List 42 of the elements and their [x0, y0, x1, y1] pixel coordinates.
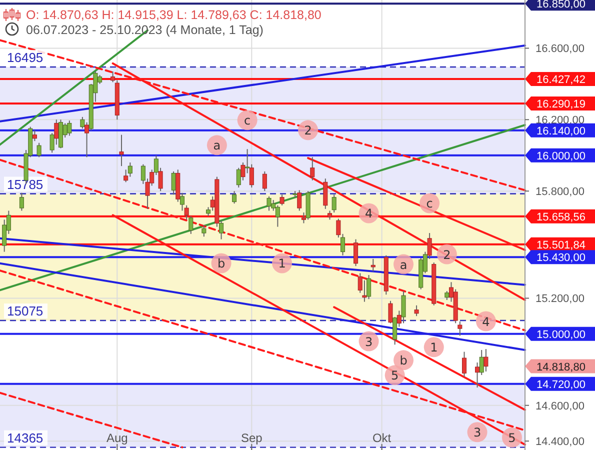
- x-tick-label: Okt: [372, 431, 392, 445]
- annotation: 5: [508, 431, 516, 445]
- annotation: a: [400, 258, 408, 272]
- y-tick-label: 14.400,00: [536, 436, 584, 448]
- ref-line-label: 16.140,00: [536, 125, 586, 138]
- ref-line-label: 14365: [7, 430, 44, 446]
- annotation: 4: [482, 314, 490, 329]
- y-tick-label: 15.200,00: [536, 293, 584, 306]
- annotation: b: [400, 354, 408, 368]
- ref-line-label: 15.000,00: [536, 328, 586, 341]
- y-tick-label: 14.600,00: [536, 400, 584, 412]
- annotation: 1: [430, 340, 438, 355]
- text: 06.07.2023 - 25.10.2023 (4 Monate, 1 Tag): [26, 23, 264, 37]
- annotation: 1: [278, 256, 286, 271]
- ref-line-label: 16495: [7, 50, 44, 65]
- annotation: 4: [364, 206, 373, 221]
- annotation: 5: [391, 368, 399, 383]
- y-tick-label: 15.800,00: [536, 186, 584, 198]
- ref-line-label: 16.290,19: [536, 98, 586, 111]
- annotation: c: [426, 196, 433, 211]
- annotation: b: [217, 256, 226, 271]
- y-tick-label: 16.600,00: [536, 43, 584, 56]
- text: O: 14.870,63 H: 14.915,39 L: 14.789,63 C: 14.818,80: [26, 8, 322, 22]
- x-tick-label: Sep: [240, 431, 263, 445]
- annotation: a: [213, 138, 221, 153]
- ref-line-label: 15.501,84: [536, 239, 586, 252]
- ref-line-label: 16.850,00: [536, 0, 586, 11]
- ref-line-label: 15785: [7, 176, 44, 192]
- annotation: 3: [364, 334, 373, 349]
- annotation: 3: [473, 426, 482, 440]
- ref-line-label: 15075: [7, 304, 44, 319]
- ref-line-label: 16.000,00: [536, 150, 586, 162]
- annotation: 2: [443, 248, 451, 262]
- ref-line-label: 14.720,00: [536, 378, 586, 391]
- text: 14.818,80: [536, 361, 586, 374]
- ref-line-label: 16.427,42: [536, 74, 586, 86]
- annotation: c: [244, 114, 251, 128]
- ref-line-label: 15.430,00: [536, 252, 586, 264]
- annotation: 2: [304, 124, 312, 138]
- x-tick-label: Aug: [106, 431, 128, 445]
- y-tick-label: 16.200,00: [536, 114, 584, 127]
- ref-line-label: 15.658,56: [536, 211, 586, 224]
